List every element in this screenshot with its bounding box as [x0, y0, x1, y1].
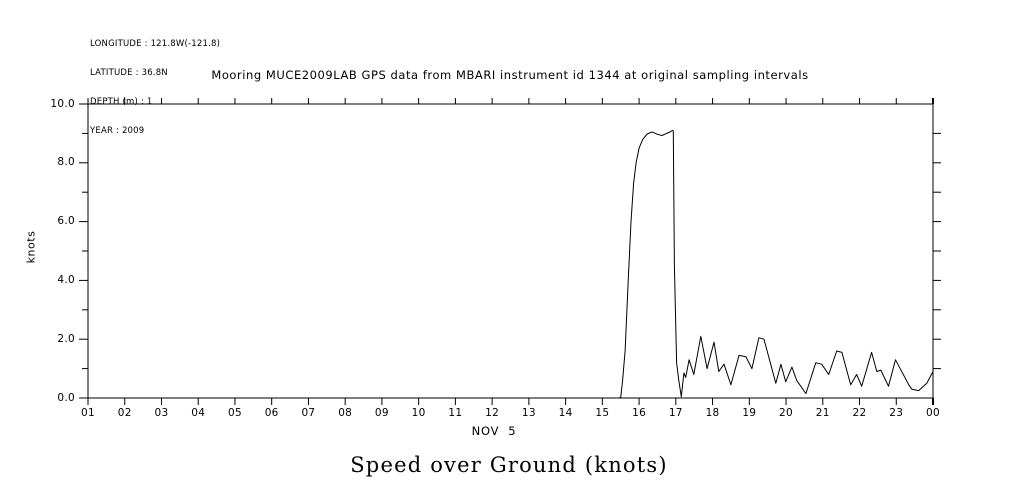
- x-tick-label: 02: [117, 407, 132, 419]
- x-tick-label: 23: [889, 407, 904, 419]
- y-tick-label: 0.0: [57, 391, 75, 404]
- metadata-depth: DEPTH (m) : 1: [90, 96, 153, 107]
- x-tick-label: 18: [705, 407, 720, 419]
- metadata-block: LONGITUDE : 121.8W(-121.8) LATITUDE : 36…: [90, 21, 220, 155]
- x-tick-label: 00: [926, 407, 940, 419]
- metadata-latitude: LATITUDE : 36.8N: [90, 67, 168, 78]
- x-tick-label: 03: [154, 407, 169, 419]
- x-tick-label: 05: [227, 407, 242, 419]
- x-tick-label: 22: [852, 407, 867, 419]
- x-tick-label: 06: [264, 407, 279, 419]
- x-tick-label: 11: [448, 407, 463, 419]
- x-tick-label: 01: [81, 407, 95, 419]
- x-axis-date-label: NOV 5: [471, 424, 517, 438]
- x-tick-label: 17: [668, 407, 683, 419]
- x-tick-label: 20: [779, 407, 794, 419]
- y-tick-label: 10.0: [50, 97, 75, 110]
- x-tick-label: 07: [301, 407, 316, 419]
- x-tick-label: 14: [558, 407, 573, 419]
- x-tick-label: 19: [742, 407, 757, 419]
- x-tick-label: 21: [815, 407, 830, 419]
- x-tick-label: 09: [374, 407, 389, 419]
- x-tick-label: 16: [632, 407, 647, 419]
- x-tick-label: 15: [595, 407, 610, 419]
- x-tick-label: 04: [191, 407, 206, 419]
- y-tick-label: 2.0: [57, 332, 75, 345]
- y-tick-label: 6.0: [57, 215, 75, 228]
- x-tick-label: 12: [485, 407, 500, 419]
- x-tick-label: 10: [411, 407, 426, 419]
- chart-title: Mooring MUCE2009LAB GPS data from MBARI …: [211, 68, 809, 82]
- y-axis-label: knots: [24, 230, 38, 264]
- y-tick-label: 4.0: [57, 273, 75, 286]
- metadata-longitude: LONGITUDE : 121.8W(-121.8): [90, 39, 221, 50]
- plot-frame: [87, 103, 934, 399]
- x-tick-label: 13: [521, 407, 536, 419]
- x-tick-label: 08: [338, 407, 353, 419]
- plot-footer-title: Speed over Ground (knots): [350, 453, 668, 477]
- metadata-year: YEAR : 2009: [90, 125, 145, 136]
- y-tick-label: 8.0: [57, 156, 75, 169]
- speed-line: [88, 130, 934, 399]
